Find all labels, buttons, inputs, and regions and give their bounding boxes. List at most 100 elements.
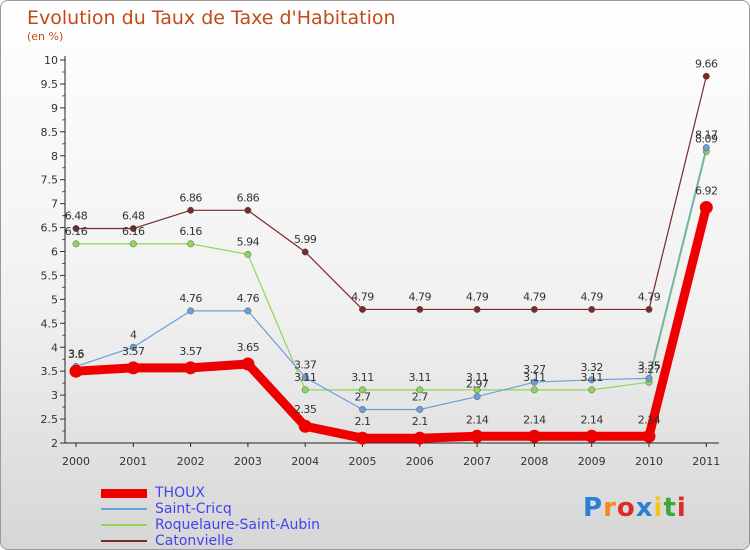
y-tick-label: 10	[44, 54, 58, 67]
data-point	[129, 343, 137, 351]
y-tick-label: 7.5	[41, 174, 59, 187]
data-point	[187, 206, 195, 214]
data-label: 6.48	[122, 210, 145, 223]
data-label: 4.76	[237, 292, 260, 305]
x-tick-label: 2005	[349, 455, 377, 468]
logo-letter: o	[616, 493, 636, 523]
data-point	[244, 250, 252, 258]
data-label: 3.57	[122, 345, 145, 358]
data-label: 6.48	[65, 210, 88, 223]
data-point	[72, 240, 80, 248]
data-label: 6.86	[237, 191, 260, 204]
y-tick-label: 6	[51, 246, 58, 259]
data-label: 6.16	[179, 225, 202, 238]
data-point	[69, 364, 83, 378]
logo-letter: x	[635, 493, 654, 523]
y-tick-label: 8	[51, 150, 58, 163]
x-tick-label: 2009	[578, 455, 606, 468]
data-label: 2.1	[355, 415, 371, 428]
data-point	[126, 361, 140, 375]
data-point	[585, 429, 599, 443]
data-label: 9.66	[695, 57, 718, 70]
x-tick-label: 2006	[406, 455, 434, 468]
data-point	[699, 200, 713, 214]
data-label: 3.11	[294, 371, 317, 384]
series-line	[75, 147, 707, 411]
data-point	[301, 373, 309, 381]
x-tick-label: 2010	[635, 455, 663, 468]
data-point	[298, 419, 312, 433]
data-label: 3.35	[638, 359, 661, 372]
y-tick-label: 5	[51, 293, 58, 306]
legend-item-saint-cricq: Saint-Cricq	[101, 501, 320, 517]
series-line	[75, 75, 707, 311]
data-point	[473, 386, 481, 394]
y-tick-label: 4	[51, 341, 58, 354]
legend-swatch	[101, 488, 147, 498]
data-label: 3.6	[68, 347, 84, 360]
chart-title: Evolution du Taux de Taxe d'Habitation	[27, 7, 396, 29]
y-tick-label: 6.5	[41, 222, 59, 235]
data-point	[530, 386, 538, 394]
data-point	[588, 386, 596, 394]
logo-letter: i	[653, 493, 664, 523]
data-point	[416, 305, 424, 313]
logo-letter: r	[603, 493, 617, 523]
data-label: 2.35	[294, 403, 317, 416]
data-label: 6.86	[179, 191, 202, 204]
data-label: 3.27	[638, 363, 661, 376]
data-label: 3.65	[237, 341, 260, 354]
data-point	[356, 431, 369, 445]
data-label: 4.79	[523, 290, 546, 303]
series-line	[75, 150, 707, 391]
series-line	[71, 202, 711, 443]
legend-label: Catonvielle	[155, 533, 234, 549]
data-point	[359, 305, 366, 313]
data-label: 2.14	[580, 413, 603, 426]
data-point	[702, 72, 710, 80]
legend-swatch	[101, 524, 147, 526]
data-label: 4.79	[638, 290, 661, 303]
data-label: 3.11	[351, 371, 374, 384]
data-label: 8.17	[695, 129, 718, 142]
data-point	[187, 240, 195, 248]
data-point	[645, 374, 653, 382]
data-point	[241, 357, 255, 371]
data-point	[187, 307, 195, 315]
data-point	[470, 429, 484, 443]
data-point	[416, 406, 424, 413]
line-chart: 2 2.5 3 3.5 4 4.5 5 5.5 6 6.5 7 7.5 8 8.5 9 9.5 10 2000 20…	[41, 54, 721, 468]
legend-item-roquelaure-saint-aubin: Roquelaure-Saint-Aubin	[101, 517, 320, 533]
x-tick-label: 2000	[62, 455, 90, 468]
y-tick-label: 9.5	[41, 78, 59, 91]
data-label: 3.27	[523, 363, 546, 376]
data-point	[413, 431, 427, 445]
data-point	[702, 144, 710, 152]
data-label: 3.11	[580, 371, 603, 384]
data-point	[301, 248, 309, 256]
data-label: 4.79	[466, 290, 489, 303]
y-tick-label: 2	[51, 437, 58, 450]
legend-label: THOUX	[155, 485, 205, 501]
x-tick-label: 2007	[463, 455, 491, 468]
legend: THOUX Saint-Cricq Roquelaure-Saint-Aubin…	[101, 485, 320, 549]
x-tick-label: 2003	[234, 455, 262, 468]
data-point	[530, 305, 538, 313]
y-tick-label: 3	[51, 389, 58, 402]
data-label: 4.79	[580, 290, 603, 303]
data-point	[473, 393, 481, 401]
y-tick-label: 2.5	[41, 413, 59, 426]
legend-label: Roquelaure-Saint-Aubin	[155, 517, 321, 533]
data-label: 6.92	[695, 184, 718, 197]
data-label: 3.57	[179, 345, 202, 358]
data-label: 2.14	[466, 413, 489, 426]
data-point	[359, 386, 366, 394]
y-tick-label: 3.5	[41, 365, 59, 378]
y-tick-label: 4.5	[41, 317, 59, 330]
data-label: 2.97	[466, 378, 489, 391]
x-tick-label: 2011	[692, 455, 720, 468]
x-tick-label: 2004	[291, 455, 319, 468]
data-label: 6.16	[122, 225, 145, 238]
data-label: 8.09	[695, 132, 718, 145]
